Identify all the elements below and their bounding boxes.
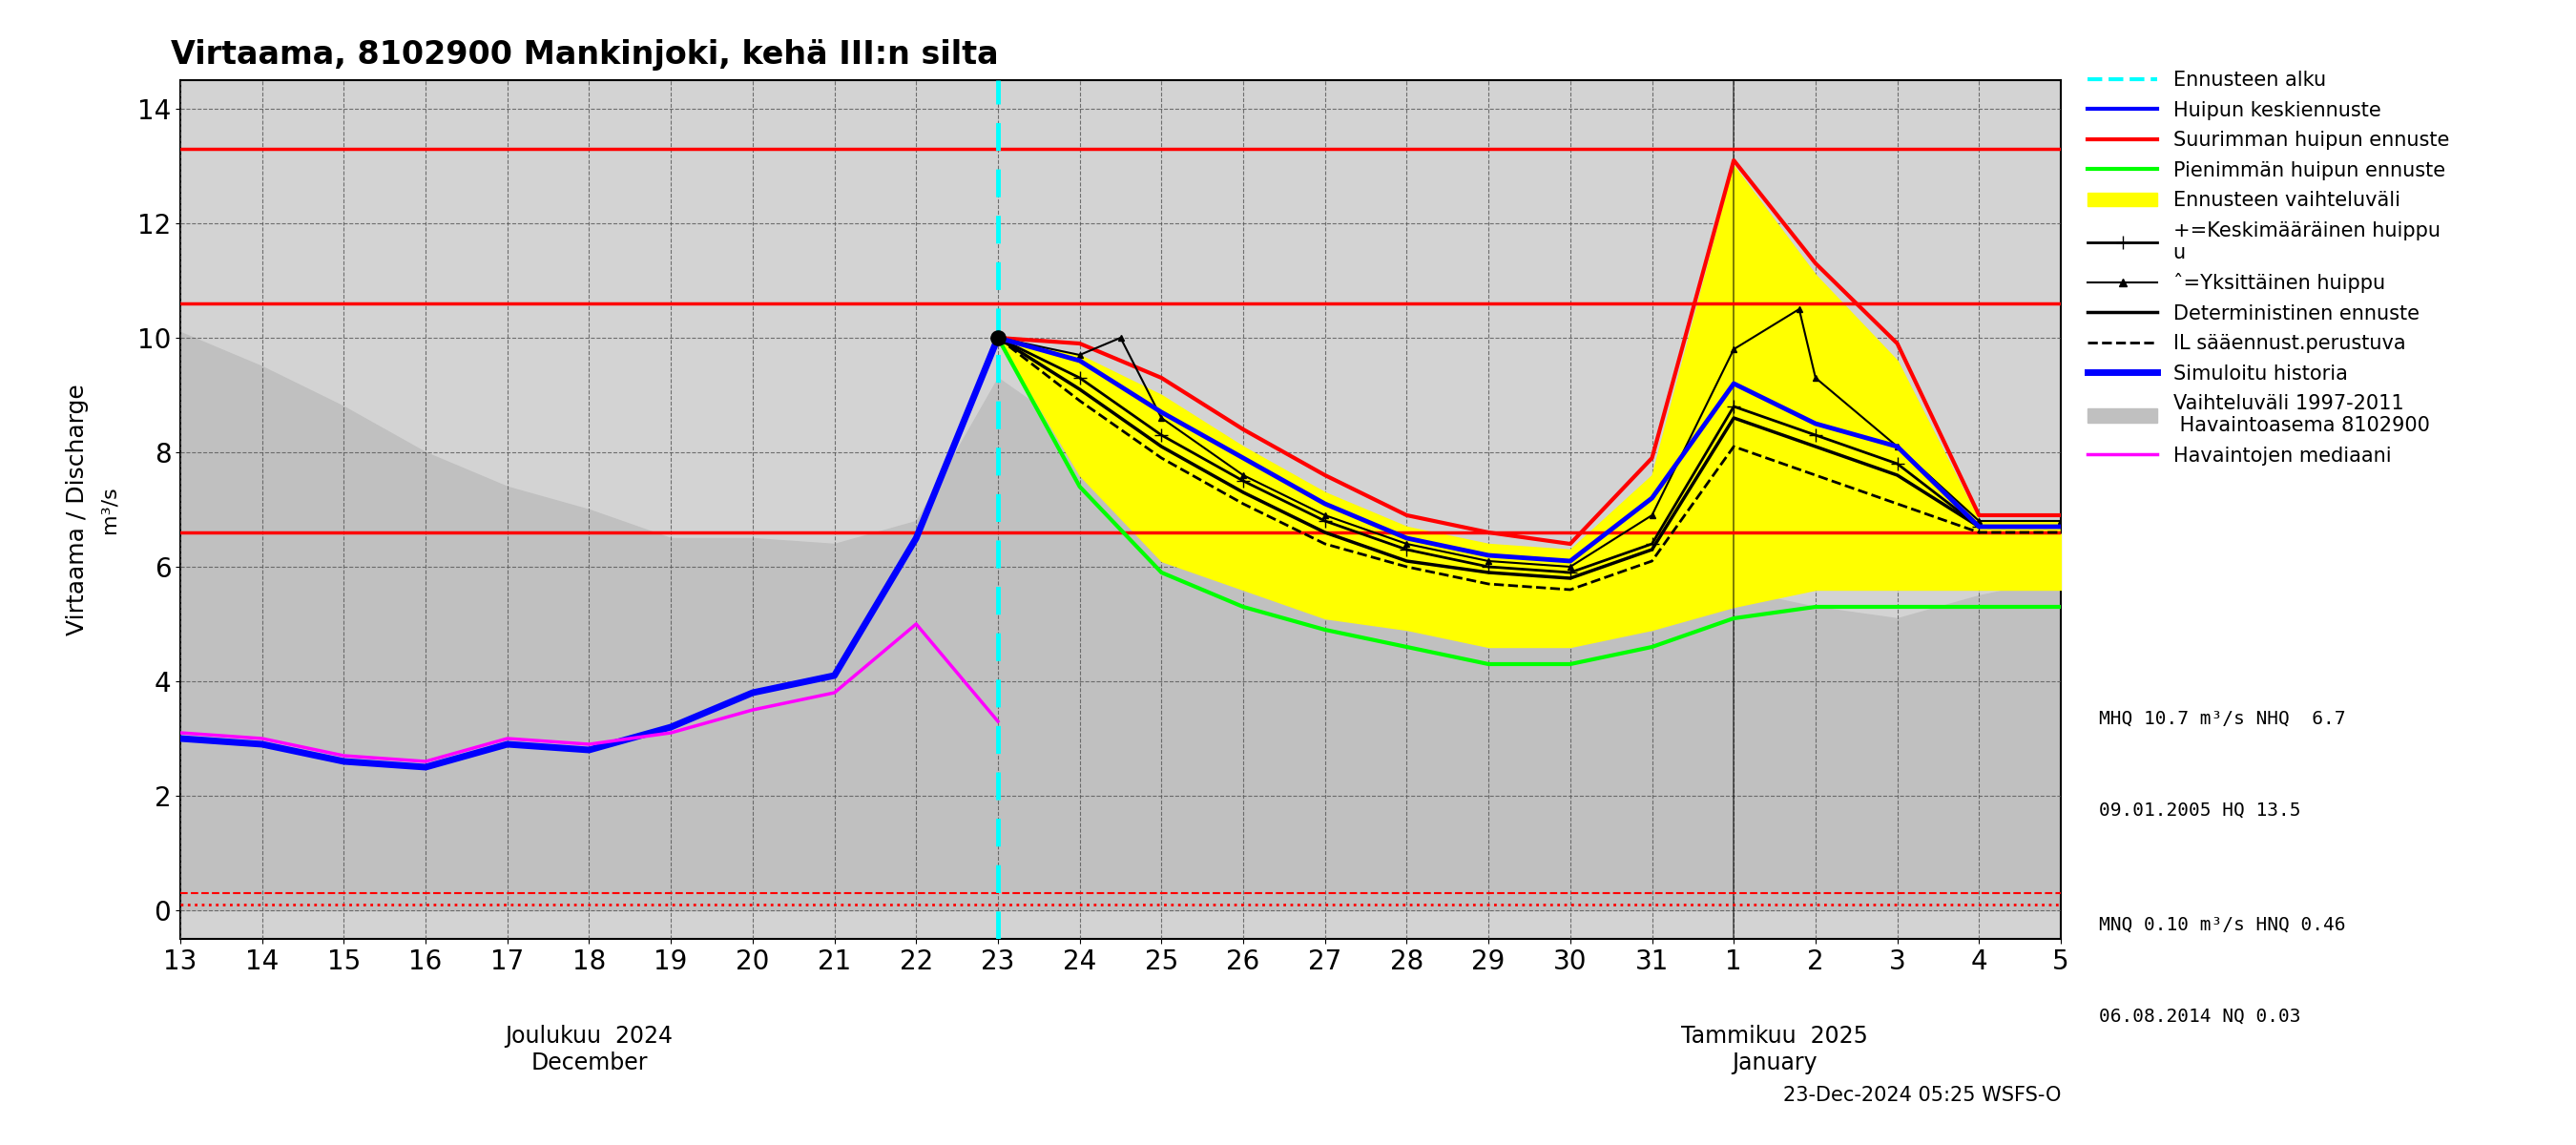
Text: 09.01.2005 HQ 13.5: 09.01.2005 HQ 13.5	[2099, 802, 2300, 820]
Text: Tammikuu  2025
January: Tammikuu 2025 January	[1682, 1025, 1868, 1074]
Text: Joulukuu  2024
December: Joulukuu 2024 December	[505, 1025, 672, 1074]
Text: m³/s: m³/s	[100, 485, 118, 534]
Text: 23-Dec-2024 05:25 WSFS-O: 23-Dec-2024 05:25 WSFS-O	[1783, 1085, 2061, 1105]
Text: Virtaama, 8102900 Mankinjoki, kehä III:n silta: Virtaama, 8102900 Mankinjoki, kehä III:n…	[170, 39, 999, 71]
Text: Virtaama / Discharge: Virtaama / Discharge	[64, 384, 88, 635]
Text: MHQ 10.7 m³/s NHQ  6.7: MHQ 10.7 m³/s NHQ 6.7	[2099, 710, 2347, 728]
Text: 06.08.2014 NQ 0.03: 06.08.2014 NQ 0.03	[2099, 1008, 2300, 1026]
Text: MNQ 0.10 m³/s HNQ 0.46: MNQ 0.10 m³/s HNQ 0.46	[2099, 916, 2347, 934]
Legend: Ennusteen alku, Huipun keskiennuste, Suurimman huipun ennuste, Pienimmän huipun : Ennusteen alku, Huipun keskiennuste, Suu…	[2079, 63, 2458, 473]
